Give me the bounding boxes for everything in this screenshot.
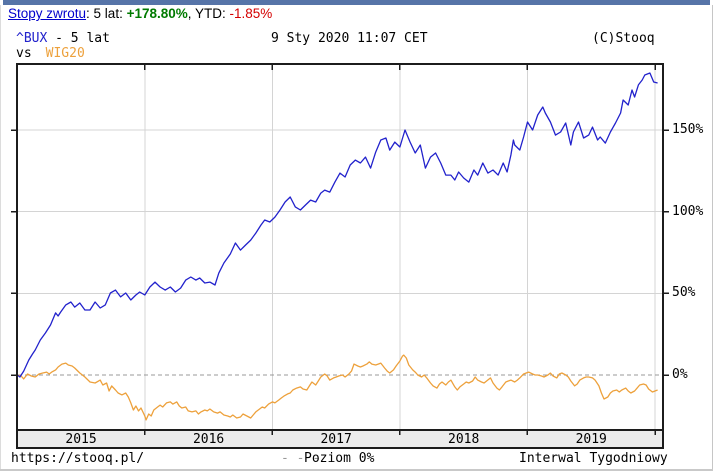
top-accent-bar	[3, 0, 710, 5]
right-scrollbar-edge-line	[712, 5, 713, 471]
bottom-edge-line	[0, 469, 713, 471]
zero-level-label: Poziom 0%	[304, 451, 375, 466]
returns-ytd-label: , YTD:	[187, 6, 230, 21]
returns-5y-value: +178.80%	[126, 6, 188, 21]
chart-compare-row: vs WIG20	[16, 47, 85, 61]
y-axis-label: 150%	[672, 122, 704, 137]
chart-period: - 5 lat	[47, 31, 110, 46]
x-axis-strip	[17, 430, 663, 448]
chart-symbol: ^BUX	[16, 31, 48, 46]
compare-symbol: WIG20	[45, 46, 85, 61]
returns-link[interactable]: Stopy zwrotu	[8, 6, 87, 21]
x-axis-label: 2019	[575, 432, 607, 447]
y-axis-label: 50%	[672, 285, 696, 301]
interval-label: Interwal Tygodniowy	[519, 451, 668, 466]
x-axis-strip-border	[16, 429, 664, 449]
zero-line-dash-sample: - - -	[281, 451, 321, 466]
chart-title: ^BUX - 5 lat	[16, 32, 110, 46]
vs-label: vs	[16, 46, 32, 61]
wig20-line-series	[17, 354, 658, 421]
returns-ytd-value: -1.85%	[229, 6, 273, 21]
y-axis-label: 0%	[672, 367, 688, 382]
y-axis-label: 100%	[672, 203, 704, 219]
x-axis-label: 2018	[448, 432, 480, 447]
returns-period-label: : 5 lat:	[86, 6, 127, 21]
footer-url: https://stooq.pl/	[11, 451, 145, 466]
chart-copyright: (C)Stooq	[592, 31, 655, 46]
chart-timestamp: 9 Sty 2020 11:07 CET	[271, 31, 428, 46]
x-axis-label: 2015	[65, 432, 97, 447]
bux-line-series	[16, 72, 658, 378]
returns-summary-bar: Stopy zwrotu: 5 lat: +178.80%, YTD: -1.8…	[8, 5, 272, 22]
left-edge-line	[0, 5, 1, 469]
x-axis-label: 2017	[320, 432, 352, 447]
x-axis-label: 2016	[192, 432, 225, 447]
